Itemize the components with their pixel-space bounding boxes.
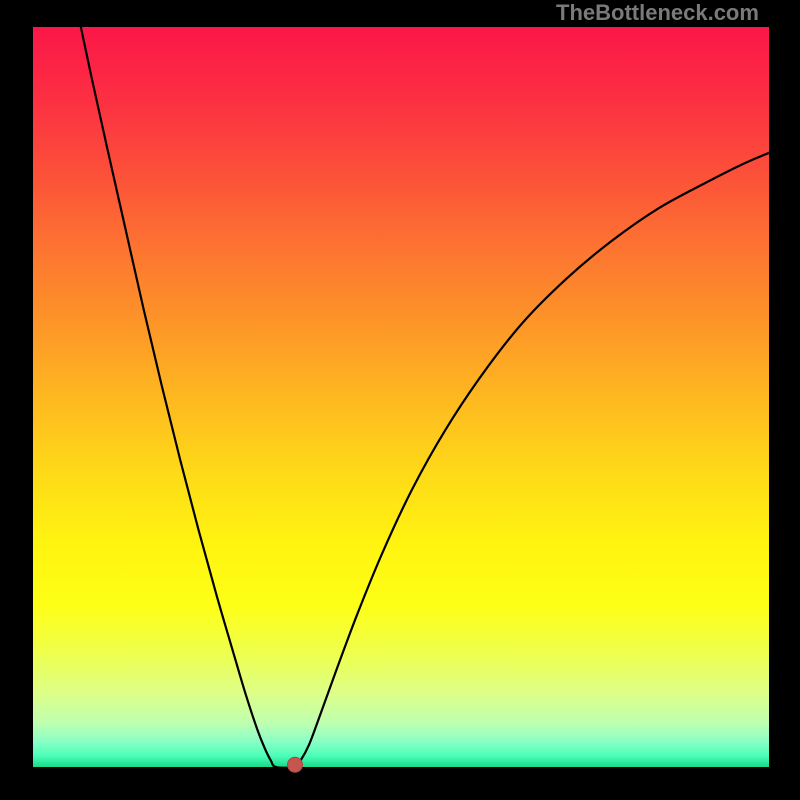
- bottleneck-chart: TheBottleneck.com: [0, 0, 800, 800]
- watermark-text: TheBottleneck.com: [556, 0, 759, 26]
- chart-plot-svg: [0, 0, 800, 800]
